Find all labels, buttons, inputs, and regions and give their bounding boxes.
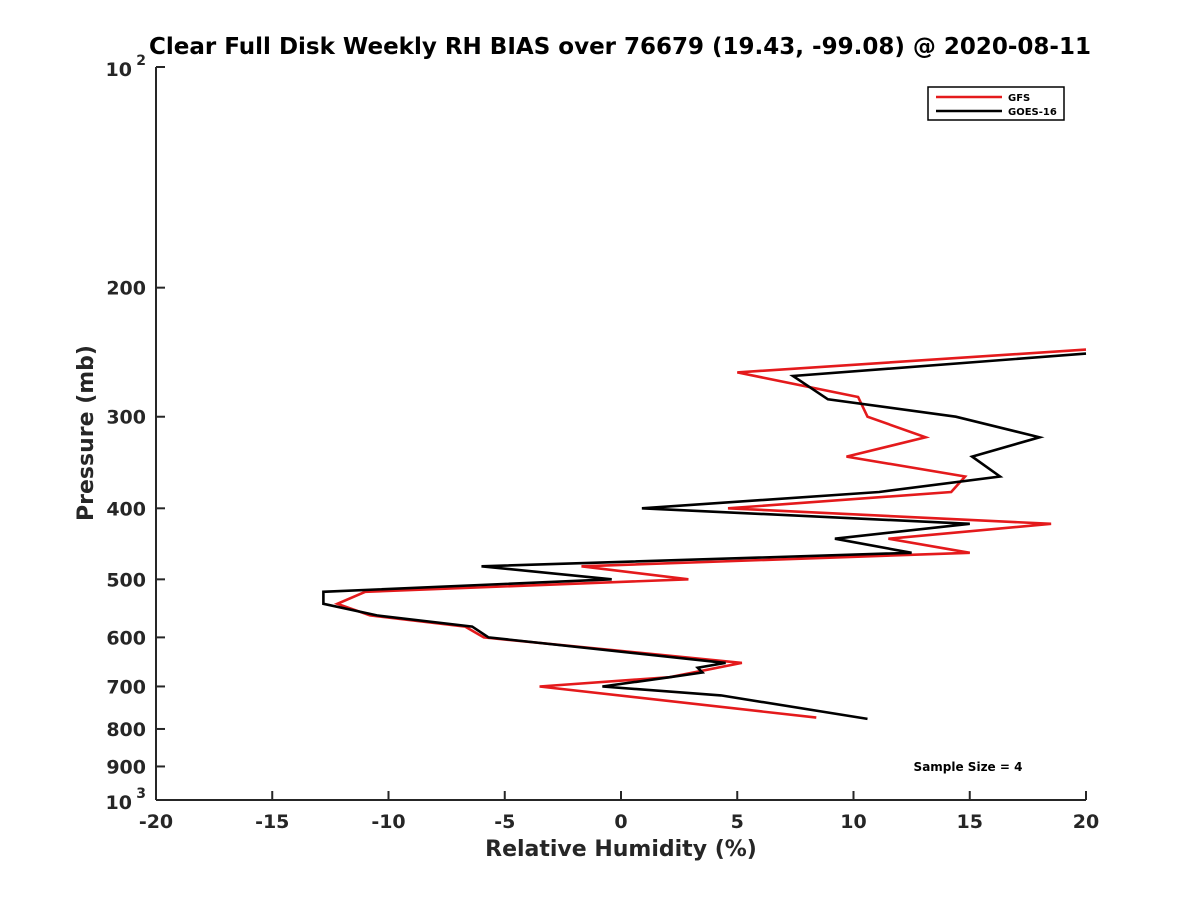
- x-tick-label: -15: [255, 811, 289, 833]
- legend-label-gfs: GFS: [1008, 93, 1030, 104]
- y-tick-label: 500: [106, 569, 146, 591]
- y-tick-label-base: 10: [106, 59, 132, 81]
- x-tick-label: 0: [614, 811, 627, 833]
- y-tick-label: 200: [106, 278, 146, 300]
- x-tick-label: 5: [731, 811, 744, 833]
- plot-area: [156, 67, 1086, 800]
- y-tick-label: 700: [106, 676, 146, 698]
- y-tick-label-base: 10: [106, 792, 132, 814]
- y-axis-label: Pressure (mb): [74, 345, 99, 521]
- y-tick-label-exponent: 2: [136, 53, 146, 69]
- y-tick-label: 800: [106, 719, 146, 741]
- x-tick-label: 15: [957, 811, 983, 833]
- x-tick-label: 20: [1073, 811, 1099, 833]
- x-tick-label: -20: [139, 811, 173, 833]
- x-tick-label: -5: [494, 811, 515, 833]
- series-line-goes-16: [322, 352, 1087, 721]
- x-ticks: -20 -15 -10 -5 0 5 10 15 20: [139, 791, 1099, 833]
- series-layer: [322, 348, 1087, 721]
- y-tick-label-exponent: 3: [136, 786, 146, 802]
- y-tick-label: 300: [106, 407, 146, 429]
- y-tick-label: 400: [106, 498, 146, 520]
- sample-size-note: Sample Size = 4: [914, 760, 1023, 774]
- y-tick-label: 900: [106, 756, 146, 778]
- chart-title: Clear Full Disk Weekly RH BIAS over 7667…: [149, 34, 1091, 60]
- legend-label-goes16: GOES-16: [1008, 107, 1057, 118]
- legend-box: [927, 86, 1065, 121]
- x-axis-label: Relative Humidity (%): [485, 837, 757, 862]
- x-tick-label: 10: [840, 811, 866, 833]
- y-tick-label: 600: [106, 627, 146, 649]
- legend: GFS GOES-16: [927, 86, 1065, 121]
- x-tick-label: -10: [371, 811, 405, 833]
